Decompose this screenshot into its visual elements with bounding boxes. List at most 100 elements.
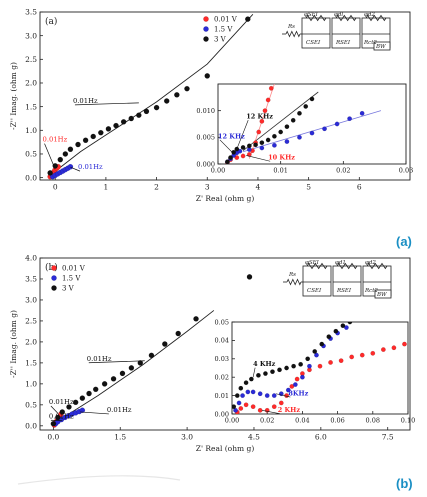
inset-data-point: [277, 367, 282, 373]
circuit-label: Rs: [288, 272, 296, 278]
x-tick-label: 7.5: [382, 433, 394, 442]
legend-marker: [51, 265, 57, 271]
inset-plot-area: [232, 322, 407, 414]
inset-annotation-arrow: [275, 393, 291, 398]
inset-data-point: [257, 391, 263, 397]
data-point: [137, 360, 144, 366]
inset-data-point: [271, 393, 277, 398]
circuit-label: φSEI: [304, 12, 319, 18]
inset-data-point: [391, 345, 397, 351]
legend-marker: [203, 36, 209, 42]
inset-data-point: [343, 325, 349, 330]
x-tick-label: 1: [103, 183, 108, 192]
warburg-element: [374, 289, 392, 299]
circuit-label: CSEI: [307, 288, 322, 294]
data-point: [128, 365, 135, 371]
y-tick-label: 3.5: [25, 275, 37, 284]
circuit-label: BW: [376, 292, 388, 298]
data-point: [128, 115, 135, 122]
y-tick-label: 3.5: [25, 8, 37, 17]
data-point: [50, 420, 57, 427]
y-tick-label: 0.0: [25, 173, 37, 182]
data-point: [119, 370, 126, 377]
inset-plot-area: [225, 84, 382, 164]
plot-area: [50, 274, 253, 428]
y-tick-label: 4.0: [25, 254, 37, 263]
y-tick-label: 0.5: [25, 400, 37, 409]
inset-data-point: [253, 142, 259, 148]
inset-y-tick-label: 0.01: [215, 392, 229, 400]
annotation-label: 0.01Hz: [49, 398, 74, 406]
circuit-label: RSEI: [335, 40, 351, 46]
data-point: [101, 381, 108, 387]
cpe-element: [305, 14, 327, 22]
data-point: [110, 376, 117, 382]
panel-tag-a-text: (a): [396, 234, 412, 249]
data-point: [245, 16, 251, 22]
inset-data-point: [245, 389, 251, 395]
inset-x-tick-label: 0.02: [336, 167, 350, 175]
inset-data-point: [285, 387, 291, 393]
x-tick-label: 0.0: [47, 433, 59, 442]
circuit-label: φd2: [365, 260, 376, 266]
y-tick-label: 1.0: [25, 126, 37, 135]
panel-label: (a): [45, 16, 57, 27]
inset-data-point: [263, 371, 268, 376]
inset-data-point: [246, 143, 252, 149]
x-tick-label: 0: [53, 183, 58, 192]
annotation-label: 0.01Hz: [43, 136, 68, 144]
axis-frame: [39, 11, 411, 181]
y-tick-label: 1.5: [25, 359, 37, 368]
y-tick-label: 2.5: [25, 55, 37, 64]
inset-data-point: [256, 129, 262, 135]
inset-x-tick-label: 0.01: [273, 167, 287, 175]
inset-data-point: [326, 334, 332, 340]
inset-x-tick-label: 0.00: [225, 417, 239, 425]
data-point: [86, 390, 92, 397]
inset-data-point: [265, 137, 271, 143]
legend-label: 0.01 V: [214, 16, 238, 24]
annotation-arrow: [44, 143, 56, 170]
inset-data-point: [380, 347, 386, 352]
inset-background: [218, 84, 406, 164]
cpe-element: [365, 14, 387, 22]
legend-label: 3 V: [214, 36, 227, 44]
inset-annotation-label: 12 KHz: [246, 113, 273, 121]
panel-tag-a: (a): [396, 234, 412, 249]
data-point: [57, 156, 64, 163]
inset-y-tick-label: 0.010: [196, 107, 215, 115]
inset-plot: 0.00 0.02 0.04 0.06 0.08 0.10 0.00 0.01 0.02 0.03…: [215, 318, 416, 424]
circuit-label: φd1: [335, 260, 346, 266]
annotation-label: 0.01Hz: [49, 412, 74, 420]
y-tick-label: 0.5: [25, 150, 37, 159]
circuit-label: Rs: [287, 24, 295, 30]
inset-data-point: [250, 389, 256, 395]
inset-y-tick-label: 0.04: [215, 337, 229, 345]
circuit-label: φd2: [364, 12, 375, 18]
circuit-label: φdl: [334, 12, 343, 18]
inset-data-point: [278, 129, 284, 135]
data-point: [184, 85, 190, 92]
warburg-element: [373, 41, 391, 51]
inset-x-tick-label: 0.04: [295, 417, 309, 425]
annotation-arrow: [50, 419, 63, 422]
y-tick-label: 2.0: [25, 79, 37, 88]
axis-frame: [39, 257, 411, 431]
inset-data-point: [264, 393, 270, 398]
inset-data-point: [240, 153, 246, 159]
panel-label: (b): [45, 262, 58, 273]
inset-y-tick-label: 0.005: [196, 134, 215, 142]
y-tick-label: 0.0: [25, 421, 37, 430]
y-tick-label: 3.0: [25, 296, 37, 305]
inset-data-point: [359, 352, 365, 358]
data-point: [163, 98, 170, 104]
inset-data-point: [248, 376, 254, 382]
x-axis-title: Z' Real (ohm g): [196, 194, 255, 203]
inset-data-point: [238, 385, 244, 391]
inset-data-point: [234, 393, 240, 398]
data-point: [162, 341, 168, 347]
inset-data-point: [297, 110, 302, 116]
inset-data-point: [349, 354, 355, 360]
data-point: [55, 414, 61, 421]
legend-label: 0.01 V: [62, 265, 86, 273]
